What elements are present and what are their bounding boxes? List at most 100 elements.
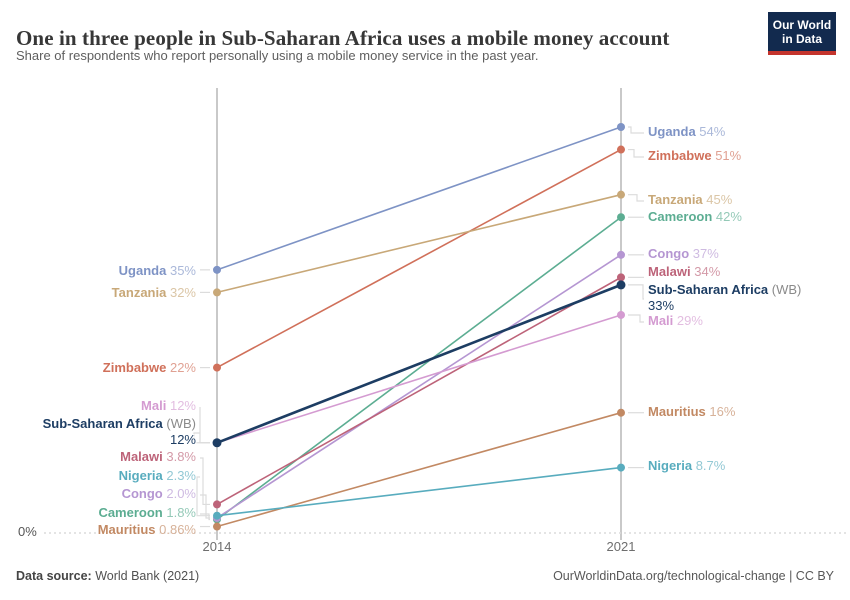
series-label-right-cameroon[interactable]: Cameroon 42%	[648, 209, 742, 225]
series-line-mali[interactable]	[216, 314, 622, 444]
series-label-left-cameroon[interactable]: Cameroon 1.8%	[98, 505, 196, 521]
series-value: 45%	[706, 192, 733, 207]
chart-footer: Data source: World Bank (2021) OurWorldi…	[16, 569, 834, 583]
series-label-right-malawi[interactable]: Malawi 34%	[648, 264, 720, 280]
series-label-left-mauritius[interactable]: Mauritius 0.86%	[98, 522, 196, 538]
series-dot-uganda-2021[interactable]	[617, 123, 625, 132]
chart-title: One in three people in Sub-Saharan Afric…	[16, 26, 670, 51]
series-name: Uganda	[648, 124, 696, 139]
series-label-left-tanzania[interactable]: Tanzania 32%	[112, 285, 196, 301]
series-value: 51%	[715, 148, 742, 163]
series-line-zimbabwe[interactable]	[216, 148, 622, 369]
series-name: Tanzania	[111, 285, 167, 300]
series-line-nigeria[interactable]	[216, 466, 622, 517]
series-name: Cameroon	[648, 209, 713, 224]
series-label-right-tanzania[interactable]: Tanzania 45%	[648, 192, 732, 208]
series-line-cameroon[interactable]	[216, 216, 622, 521]
label-connector-nigeria	[196, 476, 210, 517]
series-dot-mauritius-2014[interactable]	[213, 522, 221, 531]
series-label-right-sub-saharan-africa[interactable]: Sub-Saharan Africa (WB) 33%	[648, 282, 801, 314]
series-line-congo[interactable]	[216, 254, 622, 519]
series-dot-sub-saharan-africa-2021[interactable]	[616, 280, 626, 290]
series-value: 37%	[692, 246, 719, 261]
series-name: Congo	[648, 246, 690, 261]
label-connector-mali	[628, 314, 644, 323]
series-label-left-sub-saharan-africa[interactable]: Sub-Saharan Africa (WB) 12%	[43, 416, 196, 448]
series-dot-uganda-2014[interactable]	[213, 265, 221, 274]
series-name: Malawi	[120, 449, 163, 464]
series-value: 42%	[715, 209, 742, 224]
series-label-right-uganda[interactable]: Uganda 54%	[648, 124, 725, 140]
series-name: Zimbabwe	[102, 360, 167, 375]
series-value: 8.7%	[695, 458, 726, 473]
series-line-tanzania[interactable]	[216, 193, 622, 294]
series-label-right-zimbabwe[interactable]: Zimbabwe 51%	[648, 148, 741, 164]
series-name: Mali	[141, 398, 167, 413]
series-name: Mali	[648, 313, 674, 328]
series-label-left-mali[interactable]: Mali 12%	[141, 398, 196, 414]
series-dot-mauritius-2021[interactable]	[617, 408, 625, 417]
series-label-left-uganda[interactable]: Uganda 35%	[119, 263, 196, 279]
series-label-right-nigeria[interactable]: Nigeria 8.7%	[648, 458, 725, 474]
series-value: 33%	[648, 298, 675, 313]
series-value: 35%	[169, 263, 196, 278]
series-value: 12%	[169, 398, 196, 413]
series-dot-tanzania-2021[interactable]	[617, 190, 625, 199]
series-value: 3.8%	[166, 449, 196, 464]
series-dot-zimbabwe-2014[interactable]	[213, 363, 221, 372]
series-dot-mali-2021[interactable]	[617, 310, 625, 319]
series-value: 2.0%	[166, 486, 196, 501]
series-dot-congo-2021[interactable]	[617, 250, 625, 259]
series-name: Sub-Saharan Africa	[42, 416, 163, 431]
series-dot-cameroon-2021[interactable]	[617, 213, 625, 222]
series-label-left-malawi[interactable]: Malawi 3.8%	[120, 449, 196, 465]
series-label-right-mauritius[interactable]: Mauritius 16%	[648, 404, 735, 420]
series-name: Uganda	[118, 263, 167, 278]
series-dot-malawi-2014[interactable]	[213, 500, 221, 509]
series-value: 2.3%	[166, 468, 196, 483]
label-connector-uganda	[628, 126, 644, 134]
series-dot-nigeria-2014[interactable]	[213, 511, 221, 520]
series-suffix: (WB)	[768, 282, 802, 297]
series-value: 32%	[169, 285, 196, 300]
series-value: 29%	[676, 313, 703, 328]
series-label-right-congo[interactable]: Congo 37%	[648, 246, 719, 262]
label-connector-sub-saharan-africa	[193, 432, 210, 444]
label-connector-cameroon	[200, 513, 210, 521]
series-line-uganda[interactable]	[216, 126, 622, 271]
series-name: Cameroon	[98, 505, 163, 520]
series-label-left-congo[interactable]: Congo 2.0%	[122, 486, 196, 502]
series-dot-malawi-2021[interactable]	[617, 273, 625, 282]
credit-line[interactable]: OurWorldinData.org/technological-change …	[553, 569, 834, 583]
series-label-right-mali[interactable]: Mali 29%	[648, 313, 703, 329]
label-connector-mali	[199, 407, 210, 444]
series-line-sub-saharan-africa[interactable]	[216, 283, 622, 444]
series-dot-sub-saharan-africa-2014[interactable]	[212, 438, 222, 448]
series-value: 34%	[694, 264, 721, 279]
series-value: 16%	[709, 404, 736, 419]
series-dot-tanzania-2014[interactable]	[213, 288, 221, 297]
label-connector-malawi	[200, 457, 210, 506]
series-line-malawi[interactable]	[216, 276, 622, 506]
series-value: 22%	[169, 360, 196, 375]
series-name: Nigeria	[648, 458, 693, 473]
series-name: Malawi	[648, 264, 691, 279]
label-connector-tanzania	[628, 194, 644, 202]
series-label-left-nigeria[interactable]: Nigeria 2.3%	[119, 468, 196, 484]
series-suffix: (WB)	[162, 416, 196, 431]
data-source-label: Data source:	[16, 569, 92, 583]
label-connector-zimbabwe	[628, 148, 644, 158]
series-label-left-zimbabwe[interactable]: Zimbabwe 22%	[103, 360, 196, 376]
series-name: Mauritius	[648, 404, 706, 419]
series-dot-nigeria-2021[interactable]	[617, 463, 625, 472]
series-name: Mauritius	[97, 522, 156, 537]
label-connector-sub-saharan-africa	[628, 284, 644, 300]
data-source-value: World Bank (2021)	[91, 569, 200, 583]
series-name: Tanzania	[648, 192, 703, 207]
series-value: 54%	[699, 124, 726, 139]
series-dot-zimbabwe-2021[interactable]	[617, 145, 625, 154]
series-name: Zimbabwe	[648, 148, 712, 163]
owid-logo: Our World in Data	[768, 12, 836, 55]
